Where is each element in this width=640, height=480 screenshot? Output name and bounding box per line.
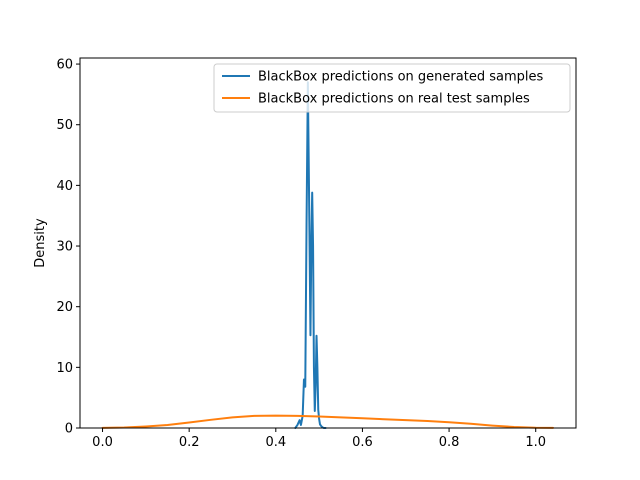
y-tick-label: 10: [56, 361, 73, 376]
y-tick-label: 60: [56, 58, 73, 73]
legend-label-1: BlackBox predictions on real test sample…: [258, 92, 530, 107]
legend-box: [213, 63, 571, 113]
y-tick-label: 40: [56, 179, 73, 194]
x-tick-label: 0.6: [352, 435, 373, 450]
series-line-1: [101, 414, 555, 429]
series-line-0: [294, 81, 327, 429]
y-axis-label: Density: [33, 218, 48, 268]
x-tick-label: 1.0: [525, 435, 546, 450]
x-tick-label: 0.0: [92, 435, 113, 450]
y-tick-label: 50: [56, 118, 73, 133]
x-tick-label: 0.8: [439, 435, 460, 450]
x-tick-label: 0.4: [265, 435, 286, 450]
y-tick-label: 30: [56, 240, 73, 255]
plot-frame: [79, 57, 577, 429]
plot-background: [80, 58, 576, 428]
x-tick-label: 0.2: [179, 435, 200, 450]
y-tick-label: 20: [56, 300, 73, 315]
axes-layer: 0.0 0.2 0.4 0.6 0.8 1.0 0 10 20 30 40 50 60: [56, 57, 577, 450]
y-tick-label: 0: [65, 422, 73, 437]
legend: BlackBox predictions on generated sample…: [213, 63, 571, 113]
series-layer: [101, 81, 555, 429]
legend-label-0: BlackBox predictions on generated sample…: [258, 70, 543, 85]
